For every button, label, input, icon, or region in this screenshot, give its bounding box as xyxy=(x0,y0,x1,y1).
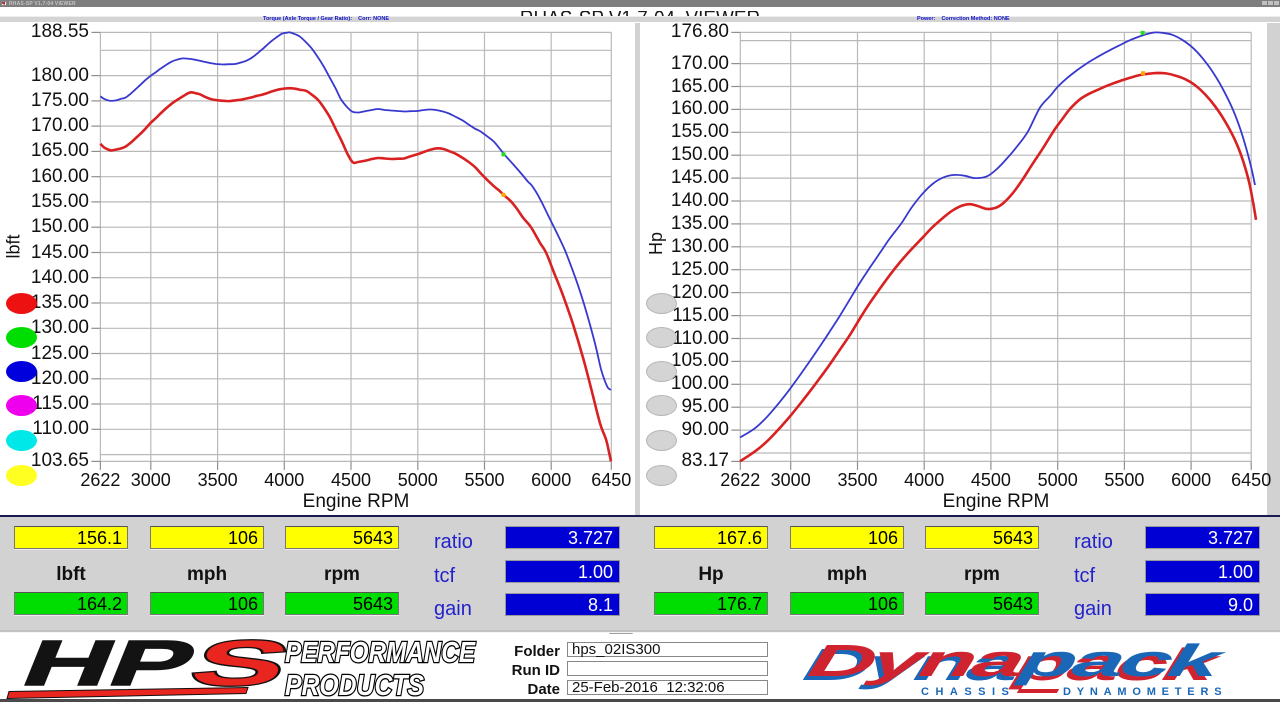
svg-text:PRODUCTS: PRODUCTS xyxy=(285,670,425,702)
svg-text:PERFORMANCE: PERFORMANCE xyxy=(285,637,476,669)
svg-text:HP: HP xyxy=(12,630,207,699)
